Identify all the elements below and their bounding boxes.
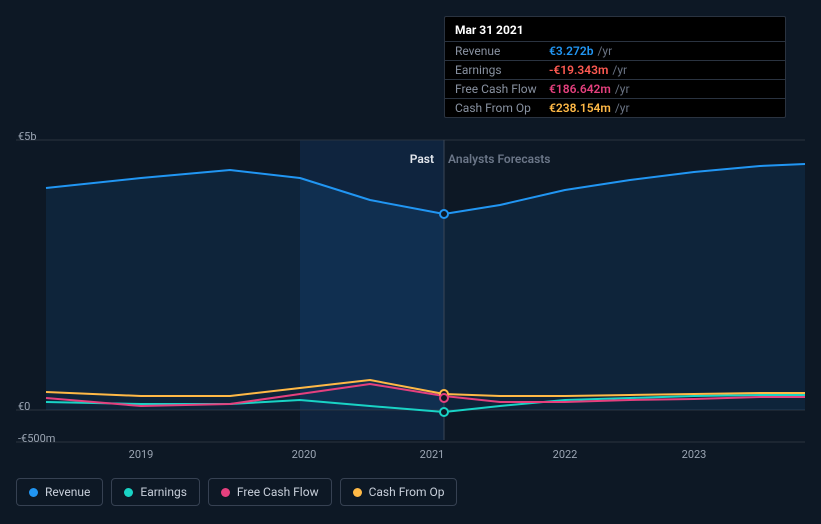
y-tick-0: €0 <box>18 400 30 413</box>
legend-item-earnings[interactable]: Earnings <box>111 478 200 506</box>
x-tick-label: 2019 <box>129 448 154 461</box>
tooltip-row-unit: /yr <box>615 82 630 96</box>
legend-label: Revenue <box>45 485 90 499</box>
tooltip-row-value: €186.642m <box>549 82 611 96</box>
tooltip-row-label: Earnings <box>455 63 545 77</box>
tooltip-row-fcf: Free Cash Flow €186.642m /yr <box>445 80 785 99</box>
legend-label: Free Cash Flow <box>237 485 319 499</box>
tooltip-row-unit: /yr <box>615 101 630 115</box>
legend: Revenue Earnings Free Cash Flow Cash Fro… <box>16 478 457 506</box>
tooltip-row-cfo: Cash From Op €238.154m /yr <box>445 99 785 117</box>
tooltip-row-label: Revenue <box>455 44 545 58</box>
tooltip-row-label: Free Cash Flow <box>455 82 545 96</box>
legend-dot <box>29 488 38 497</box>
x-tick-label: 2021 <box>420 448 445 461</box>
legend-item-cfo[interactable]: Cash From Op <box>340 478 458 506</box>
tooltip-row-value: €3.272b <box>549 44 593 58</box>
x-tick-label: 2022 <box>553 448 578 461</box>
tooltip-row-value: -€19.343m <box>549 63 608 77</box>
legend-dot <box>353 488 362 497</box>
legend-dot <box>124 488 133 497</box>
legend-label: Cash From Op <box>369 485 445 499</box>
y-tick-neg: -€500m <box>18 432 55 445</box>
hover-tooltip: Mar 31 2021 Revenue €3.272b /yr Earnings… <box>444 16 786 118</box>
tooltip-row-unit: /yr <box>597 44 612 58</box>
legend-dot <box>221 488 230 497</box>
tooltip-row-earnings: Earnings -€19.343m /yr <box>445 61 785 80</box>
tooltip-row-value: €238.154m <box>549 101 611 115</box>
y-tick-5b: €5b <box>18 130 37 143</box>
legend-label: Earnings <box>140 485 187 499</box>
past-label: Past <box>410 152 434 166</box>
x-tick-label: 2023 <box>682 448 707 461</box>
x-tick-label: 2020 <box>292 448 317 461</box>
tooltip-row-revenue: Revenue €3.272b /yr <box>445 42 785 61</box>
legend-item-revenue[interactable]: Revenue <box>16 478 103 506</box>
tooltip-row-unit: /yr <box>612 63 627 77</box>
tooltip-row-label: Cash From Op <box>455 101 545 115</box>
tooltip-date: Mar 31 2021 <box>445 17 785 42</box>
legend-item-fcf[interactable]: Free Cash Flow <box>208 478 332 506</box>
forecast-label: Analysts Forecasts <box>448 152 550 166</box>
